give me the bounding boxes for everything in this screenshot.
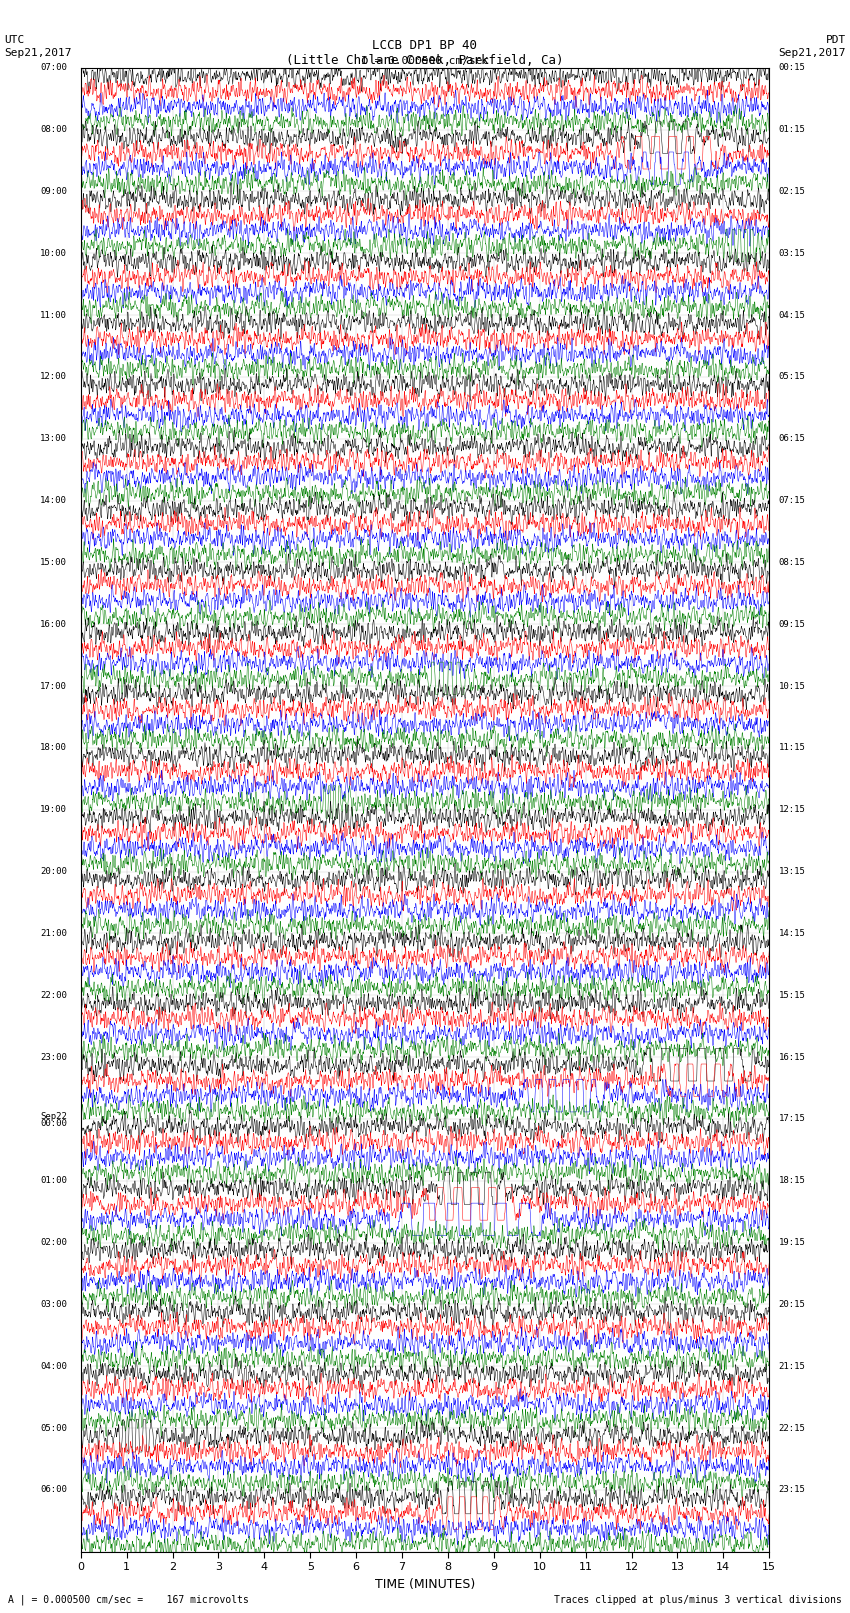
Text: 17:15: 17:15 bbox=[779, 1115, 805, 1123]
Text: 19:15: 19:15 bbox=[779, 1239, 805, 1247]
Text: PDT: PDT bbox=[825, 35, 846, 45]
Text: 09:15: 09:15 bbox=[779, 619, 805, 629]
Text: 03:15: 03:15 bbox=[779, 248, 805, 258]
Text: 09:00: 09:00 bbox=[40, 187, 67, 195]
Text: 13:00: 13:00 bbox=[40, 434, 67, 444]
Text: 08:00: 08:00 bbox=[40, 126, 67, 134]
Text: 14:15: 14:15 bbox=[779, 929, 805, 937]
Text: Sep21,2017: Sep21,2017 bbox=[779, 48, 846, 58]
Text: 11:15: 11:15 bbox=[779, 744, 805, 752]
Text: 08:15: 08:15 bbox=[779, 558, 805, 566]
Text: 20:00: 20:00 bbox=[40, 868, 67, 876]
Text: 20:15: 20:15 bbox=[779, 1300, 805, 1308]
Text: 22:00: 22:00 bbox=[40, 990, 67, 1000]
Text: 22:15: 22:15 bbox=[779, 1424, 805, 1432]
Text: 06:15: 06:15 bbox=[779, 434, 805, 444]
Text: 02:15: 02:15 bbox=[779, 187, 805, 195]
Text: 04:15: 04:15 bbox=[779, 311, 805, 319]
Text: 17:00: 17:00 bbox=[40, 682, 67, 690]
Text: 04:00: 04:00 bbox=[40, 1361, 67, 1371]
Text: 12:00: 12:00 bbox=[40, 373, 67, 381]
Text: 01:15: 01:15 bbox=[779, 126, 805, 134]
Text: I = 0.000500 cm/sec: I = 0.000500 cm/sec bbox=[361, 56, 489, 66]
Text: Traces clipped at plus/minus 3 vertical divisions: Traces clipped at plus/minus 3 vertical … bbox=[553, 1595, 842, 1605]
X-axis label: TIME (MINUTES): TIME (MINUTES) bbox=[375, 1578, 475, 1590]
Text: 18:00: 18:00 bbox=[40, 744, 67, 752]
Text: 07:00: 07:00 bbox=[40, 63, 67, 73]
Text: 23:15: 23:15 bbox=[779, 1486, 805, 1494]
Text: Sep21,2017: Sep21,2017 bbox=[4, 48, 71, 58]
Text: 19:00: 19:00 bbox=[40, 805, 67, 815]
Text: 11:00: 11:00 bbox=[40, 311, 67, 319]
Text: 15:15: 15:15 bbox=[779, 990, 805, 1000]
Text: Sep22: Sep22 bbox=[40, 1111, 67, 1121]
Text: 13:15: 13:15 bbox=[779, 868, 805, 876]
Text: 03:00: 03:00 bbox=[40, 1300, 67, 1308]
Text: 06:00: 06:00 bbox=[40, 1486, 67, 1494]
Text: 00:15: 00:15 bbox=[779, 63, 805, 73]
Text: 21:15: 21:15 bbox=[779, 1361, 805, 1371]
Text: 12:15: 12:15 bbox=[779, 805, 805, 815]
Text: 07:15: 07:15 bbox=[779, 497, 805, 505]
Text: 10:00: 10:00 bbox=[40, 248, 67, 258]
Text: 14:00: 14:00 bbox=[40, 497, 67, 505]
Text: 05:00: 05:00 bbox=[40, 1424, 67, 1432]
Text: 23:00: 23:00 bbox=[40, 1053, 67, 1061]
Text: A | = 0.000500 cm/sec =    167 microvolts: A | = 0.000500 cm/sec = 167 microvolts bbox=[8, 1594, 249, 1605]
Text: 01:00: 01:00 bbox=[40, 1176, 67, 1186]
Text: 05:15: 05:15 bbox=[779, 373, 805, 381]
Text: 16:00: 16:00 bbox=[40, 619, 67, 629]
Text: 10:15: 10:15 bbox=[779, 682, 805, 690]
Text: 18:15: 18:15 bbox=[779, 1176, 805, 1186]
Title: LCCB DP1 BP 40
(Little Cholane Creek, Parkfield, Ca): LCCB DP1 BP 40 (Little Cholane Creek, Pa… bbox=[286, 39, 564, 66]
Text: UTC: UTC bbox=[4, 35, 25, 45]
Text: 16:15: 16:15 bbox=[779, 1053, 805, 1061]
Text: 00:00: 00:00 bbox=[40, 1119, 67, 1127]
Text: 15:00: 15:00 bbox=[40, 558, 67, 566]
Text: 02:00: 02:00 bbox=[40, 1239, 67, 1247]
Text: 21:00: 21:00 bbox=[40, 929, 67, 937]
